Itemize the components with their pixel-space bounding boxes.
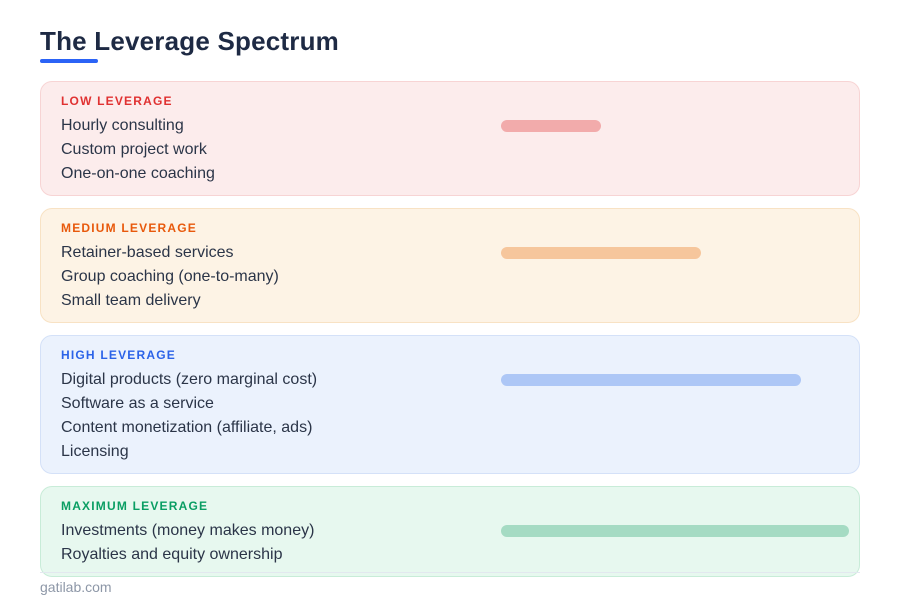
footer-watermark: gatilab.com xyxy=(40,579,112,595)
tier-item: Group coaching (one-to-many) xyxy=(61,268,279,285)
leverage-bar-maximum xyxy=(501,525,849,537)
page-footer: gatilab.com xyxy=(40,572,860,595)
tier-card-maximum: MAXIMUM LEVERAGE Investments (money make… xyxy=(40,486,860,577)
tier-card-list: LOW LEVERAGE Hourly consulting Custom pr… xyxy=(40,81,860,577)
tier-label-maximum: MAXIMUM LEVERAGE xyxy=(61,499,209,513)
tier-item: Investments (money makes money) xyxy=(61,522,315,539)
leverage-bar-medium xyxy=(501,247,701,259)
tier-item: One-on-one coaching xyxy=(61,165,215,182)
tier-card-low: LOW LEVERAGE Hourly consulting Custom pr… xyxy=(40,81,860,196)
title-accent-underline xyxy=(40,59,98,63)
footer-divider xyxy=(40,572,860,573)
tier-item: Content monetization (affiliate, ads) xyxy=(61,419,313,436)
tier-item: Hourly consulting xyxy=(61,117,184,134)
tier-label-low: LOW LEVERAGE xyxy=(61,94,173,108)
tier-item: Digital products (zero marginal cost) xyxy=(61,371,318,388)
tier-item: Royalties and equity ownership xyxy=(61,546,283,563)
page-title: The Leverage Spectrum xyxy=(40,26,339,56)
tier-item: Software as a service xyxy=(61,395,214,412)
tier-item: Custom project work xyxy=(61,141,207,158)
tier-item: Licensing xyxy=(61,443,129,460)
leverage-bar-low xyxy=(501,120,601,132)
tier-item: Retainer-based services xyxy=(61,244,234,261)
leverage-bar-high xyxy=(501,374,801,386)
tier-label-high: HIGH LEVERAGE xyxy=(61,348,176,362)
tier-item: Small team delivery xyxy=(61,292,201,309)
tier-card-medium: MEDIUM LEVERAGE Retainer-based services … xyxy=(40,208,860,323)
tier-card-high: HIGH LEVERAGE Digital products (zero mar… xyxy=(40,335,860,474)
tier-label-medium: MEDIUM LEVERAGE xyxy=(61,221,198,235)
